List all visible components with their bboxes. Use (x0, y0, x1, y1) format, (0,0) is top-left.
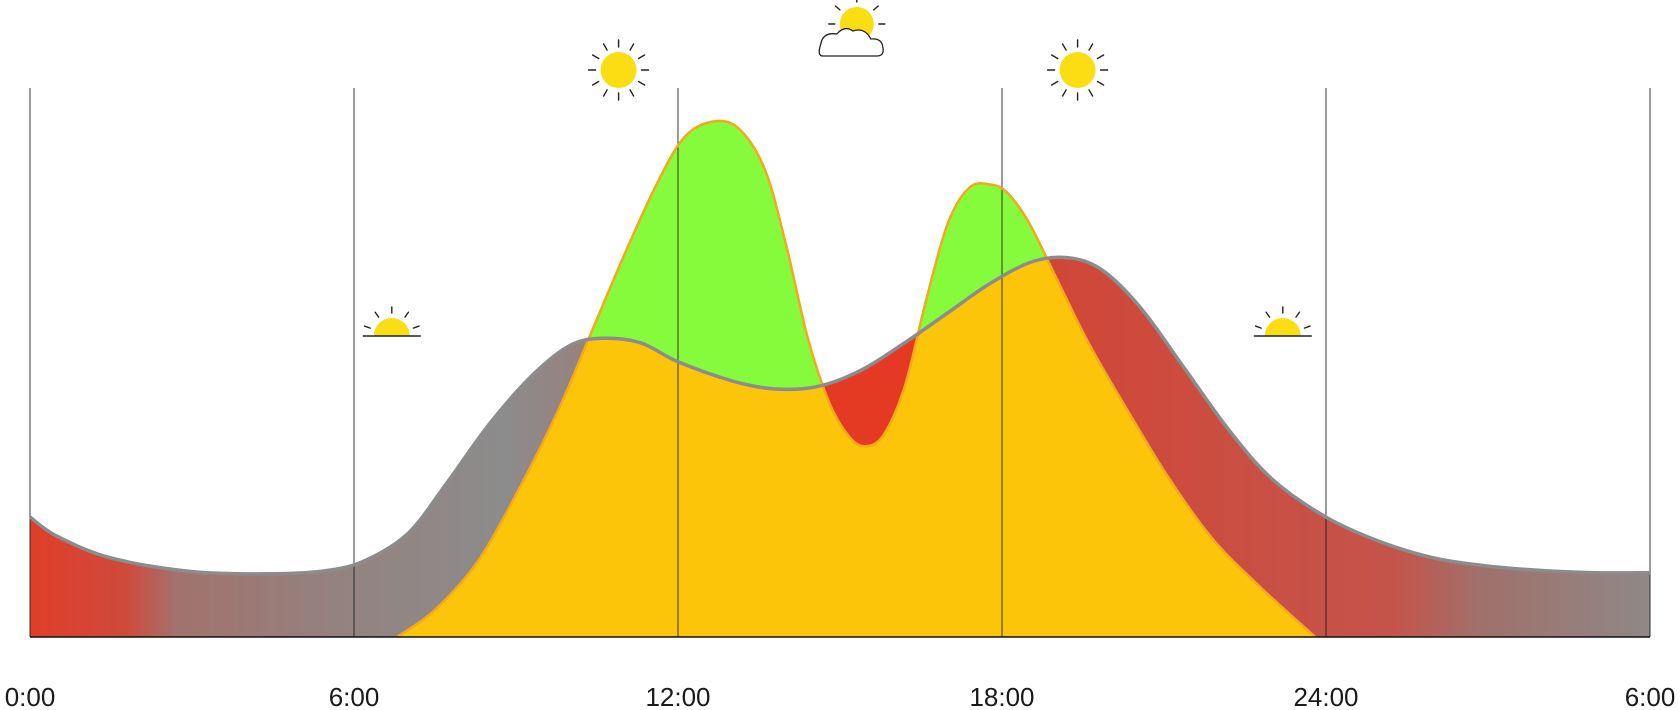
x-tick-label: 6:00 (329, 682, 380, 710)
x-tick-label: 12:00 (645, 682, 710, 710)
x-tick-label: 18:00 (969, 682, 1034, 710)
grid-lines (29, 88, 1651, 637)
x-tick-label: 6:00 (1625, 682, 1676, 710)
solar-outline (396, 119, 1317, 639)
x-tick-label: 24:00 (1293, 682, 1358, 710)
sun-icon (587, 39, 650, 101)
x-tick-label: 0:00 (5, 682, 56, 710)
solar-self-consumed-area (397, 257, 1316, 637)
sun-icon (1046, 39, 1109, 101)
sunrise-icon (362, 306, 421, 337)
sun-behind-cloud-icon (818, 0, 886, 57)
weather-icons (362, 0, 1312, 337)
consumption-outline (28, 255, 1651, 576)
x-axis-ticks: 0:00 6:00 12:00 18:00 24:00 6:00 (5, 682, 1676, 710)
sunset-icon (1253, 306, 1312, 337)
